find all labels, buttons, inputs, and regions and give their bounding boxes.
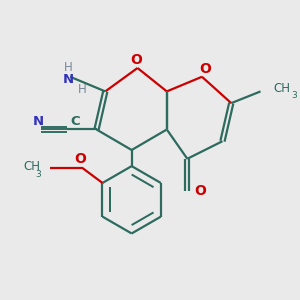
Text: C: C xyxy=(70,115,80,128)
Text: O: O xyxy=(74,152,86,167)
Text: CH: CH xyxy=(24,160,41,172)
Text: O: O xyxy=(199,62,211,76)
Text: 3: 3 xyxy=(291,91,297,100)
Text: O: O xyxy=(130,53,142,67)
Text: CH: CH xyxy=(274,82,291,95)
Text: H: H xyxy=(64,61,73,74)
Text: 3: 3 xyxy=(36,169,41,178)
Text: O: O xyxy=(195,184,206,198)
Text: N: N xyxy=(32,115,44,128)
Text: N: N xyxy=(63,73,74,85)
Text: H: H xyxy=(77,82,86,96)
